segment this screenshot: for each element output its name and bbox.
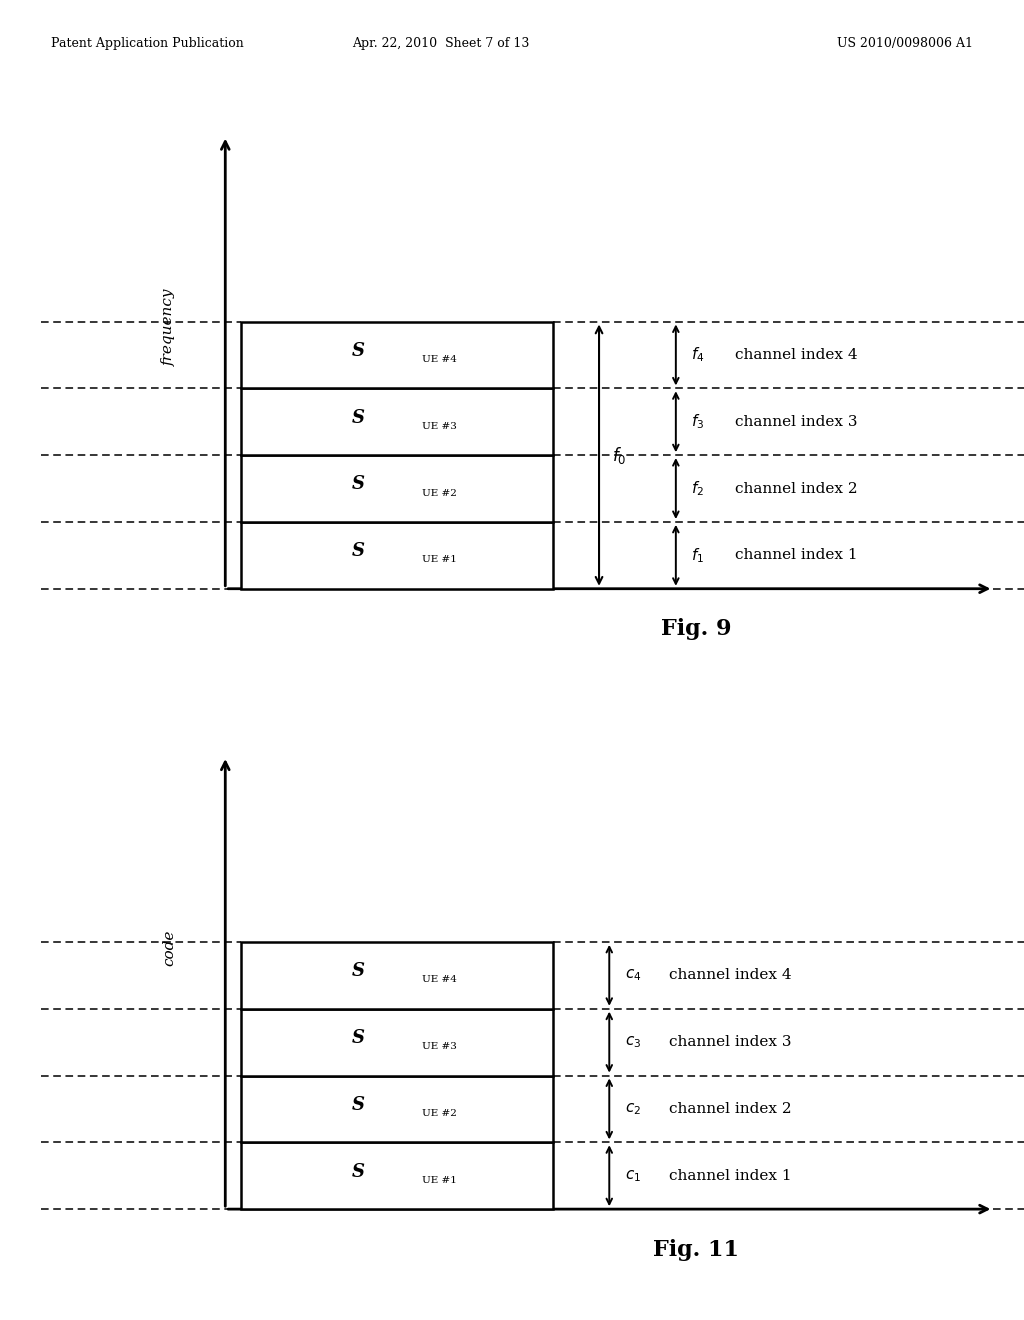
Text: UE #1: UE #1 — [423, 1176, 458, 1185]
Text: $c_2$: $c_2$ — [625, 1101, 641, 1117]
Text: frequency: frequency — [162, 289, 176, 366]
Text: UE #2: UE #2 — [423, 1109, 458, 1118]
Text: UE #1: UE #1 — [423, 556, 458, 565]
Text: $f_4$: $f_4$ — [691, 346, 705, 364]
Text: S: S — [351, 962, 365, 981]
Text: Patent Application Publication: Patent Application Publication — [51, 37, 244, 50]
Text: channel index 3: channel index 3 — [669, 1035, 792, 1049]
Bar — [241, 521, 553, 589]
Text: S: S — [351, 1030, 365, 1047]
Bar — [241, 322, 553, 388]
Text: UE #3: UE #3 — [423, 422, 458, 430]
Text: Apr. 22, 2010  Sheet 7 of 13: Apr. 22, 2010 Sheet 7 of 13 — [351, 37, 529, 50]
Text: channel index 1: channel index 1 — [735, 548, 858, 562]
Text: channel index 3: channel index 3 — [735, 414, 858, 429]
Text: channel index 2: channel index 2 — [669, 1102, 792, 1115]
Text: S: S — [351, 1163, 365, 1180]
Text: $c_1$: $c_1$ — [625, 1168, 641, 1184]
Text: code: code — [162, 929, 176, 966]
Text: $f_0$: $f_0$ — [612, 445, 627, 466]
Text: $c_3$: $c_3$ — [625, 1035, 641, 1049]
Bar — [241, 1142, 553, 1209]
Bar — [241, 1008, 553, 1076]
Text: US 2010/0098006 A1: US 2010/0098006 A1 — [837, 37, 973, 50]
Text: $f_2$: $f_2$ — [691, 479, 705, 498]
Text: S: S — [351, 475, 365, 494]
Bar — [241, 455, 553, 521]
Text: UE #3: UE #3 — [423, 1043, 458, 1051]
Text: Fig. 9: Fig. 9 — [662, 618, 731, 640]
Text: channel index 4: channel index 4 — [669, 969, 792, 982]
Text: $f_3$: $f_3$ — [691, 412, 705, 432]
Text: $f_1$: $f_1$ — [691, 546, 705, 565]
Text: $c_4$: $c_4$ — [625, 968, 641, 983]
Text: Fig. 11: Fig. 11 — [653, 1238, 739, 1261]
Bar — [241, 388, 553, 455]
Bar — [241, 942, 553, 1008]
Text: channel index 1: channel index 1 — [669, 1168, 792, 1183]
Text: UE #4: UE #4 — [423, 355, 458, 364]
Text: S: S — [351, 409, 365, 426]
Text: UE #4: UE #4 — [423, 975, 458, 985]
Text: S: S — [351, 1096, 365, 1114]
Text: S: S — [351, 543, 365, 560]
Text: S: S — [351, 342, 365, 360]
Text: channel index 2: channel index 2 — [735, 482, 858, 495]
Text: UE #2: UE #2 — [423, 488, 458, 498]
Text: channel index 4: channel index 4 — [735, 348, 858, 362]
Bar — [241, 1076, 553, 1142]
